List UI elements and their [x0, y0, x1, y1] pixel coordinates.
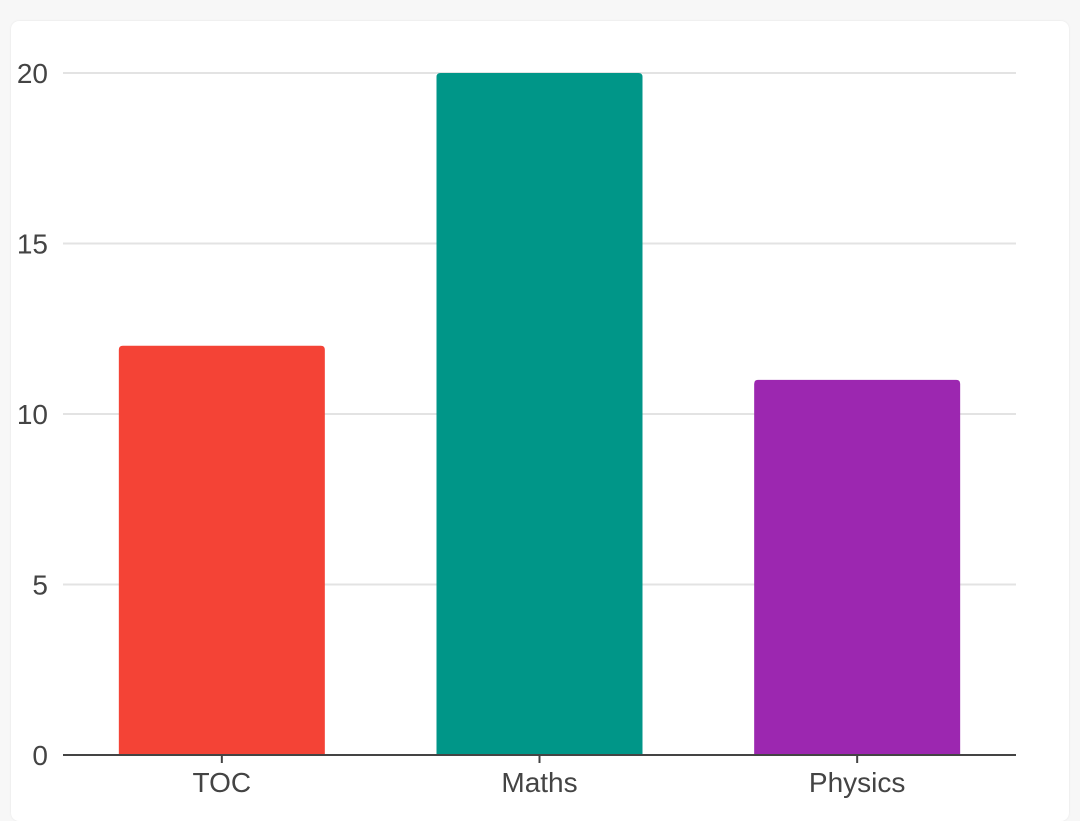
bar-chart: 0 5 10 15 20 TOC Maths Physics	[17, 58, 1016, 798]
bars	[118, 73, 961, 755]
y-tick-label: 0	[32, 740, 48, 771]
x-axis-ticks: TOC Maths Physics	[193, 755, 905, 798]
y-tick-label: 20	[17, 58, 48, 89]
y-tick-label: 5	[32, 570, 48, 601]
x-tick-label: Maths	[501, 767, 577, 798]
y-axis-ticks: 0 5 10 15 20	[17, 58, 48, 771]
x-tick-label: Physics	[809, 767, 905, 798]
bar-physics	[754, 379, 961, 755]
bar-maths	[436, 73, 643, 755]
y-tick-label: 15	[17, 229, 48, 260]
x-tick-label: TOC	[193, 767, 252, 798]
bar-toc	[118, 345, 325, 755]
y-tick-label: 10	[17, 399, 48, 430]
